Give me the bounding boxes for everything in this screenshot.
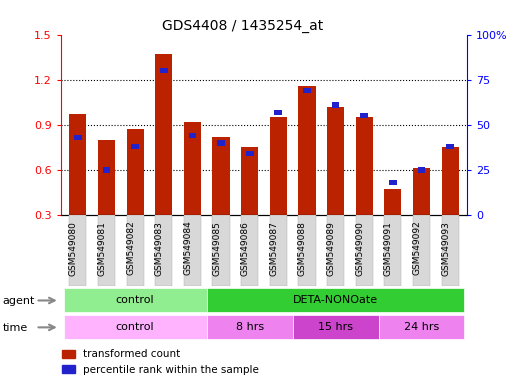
Text: GDS4408 / 1435254_at: GDS4408 / 1435254_at [162, 19, 324, 33]
Text: time: time [3, 323, 28, 333]
Legend: transformed count, percentile rank within the sample: transformed count, percentile rank withi… [58, 345, 263, 379]
Bar [131, 144, 139, 149]
FancyBboxPatch shape [293, 315, 379, 339]
FancyBboxPatch shape [384, 215, 401, 286]
FancyBboxPatch shape [69, 215, 87, 286]
FancyBboxPatch shape [441, 215, 459, 286]
FancyBboxPatch shape [127, 215, 144, 286]
Bar [298, 86, 316, 260]
Bar [270, 117, 287, 260]
Text: GSM549081: GSM549081 [98, 221, 107, 276]
Text: GSM549092: GSM549092 [412, 221, 421, 275]
Text: GSM549084: GSM549084 [183, 221, 192, 275]
FancyBboxPatch shape [155, 215, 172, 286]
Text: DETA-NONOate: DETA-NONOate [293, 295, 378, 306]
FancyBboxPatch shape [212, 215, 230, 286]
Bar [389, 180, 397, 185]
Text: GSM549082: GSM549082 [126, 221, 135, 275]
Text: GSM549089: GSM549089 [327, 221, 336, 276]
Bar [184, 122, 201, 260]
FancyBboxPatch shape [413, 215, 430, 286]
Text: agent: agent [3, 296, 35, 306]
Bar [446, 144, 454, 149]
FancyBboxPatch shape [298, 215, 316, 286]
FancyBboxPatch shape [63, 288, 207, 313]
Text: GSM549088: GSM549088 [298, 221, 307, 276]
Text: GSM549087: GSM549087 [269, 221, 278, 276]
Bar [74, 135, 82, 140]
Bar [212, 137, 230, 260]
Text: GSM549086: GSM549086 [241, 221, 250, 276]
Bar [418, 167, 426, 173]
Bar [102, 167, 110, 173]
FancyBboxPatch shape [207, 288, 465, 313]
FancyBboxPatch shape [241, 215, 258, 286]
Text: GSM549093: GSM549093 [441, 221, 450, 276]
Bar [360, 113, 368, 119]
Bar [246, 151, 253, 156]
Text: control: control [116, 322, 155, 333]
Text: GSM549085: GSM549085 [212, 221, 221, 276]
Bar [327, 107, 344, 260]
FancyBboxPatch shape [207, 315, 293, 339]
Bar [413, 169, 430, 260]
Bar [160, 68, 168, 73]
Bar [332, 103, 340, 108]
FancyBboxPatch shape [270, 215, 287, 286]
Text: GSM549091: GSM549091 [384, 221, 393, 276]
Text: 24 hrs: 24 hrs [404, 322, 439, 333]
Text: 15 hrs: 15 hrs [318, 322, 353, 333]
Bar [127, 129, 144, 260]
Text: GSM549090: GSM549090 [355, 221, 364, 276]
FancyBboxPatch shape [327, 215, 344, 286]
FancyBboxPatch shape [98, 215, 115, 286]
Bar [275, 109, 282, 115]
Bar [303, 88, 311, 93]
Bar [356, 117, 373, 260]
Bar [384, 189, 401, 260]
FancyBboxPatch shape [184, 215, 201, 286]
FancyBboxPatch shape [379, 315, 465, 339]
Bar [217, 140, 225, 146]
FancyBboxPatch shape [63, 315, 207, 339]
Bar [155, 54, 172, 260]
Text: GSM549083: GSM549083 [155, 221, 164, 276]
Bar [69, 114, 87, 260]
Bar [98, 140, 115, 260]
Text: GSM549080: GSM549080 [69, 221, 78, 276]
Bar [441, 147, 459, 260]
FancyBboxPatch shape [356, 215, 373, 286]
Bar [188, 133, 196, 138]
Text: control: control [116, 295, 155, 306]
Text: 8 hrs: 8 hrs [235, 322, 264, 333]
Bar [241, 147, 258, 260]
